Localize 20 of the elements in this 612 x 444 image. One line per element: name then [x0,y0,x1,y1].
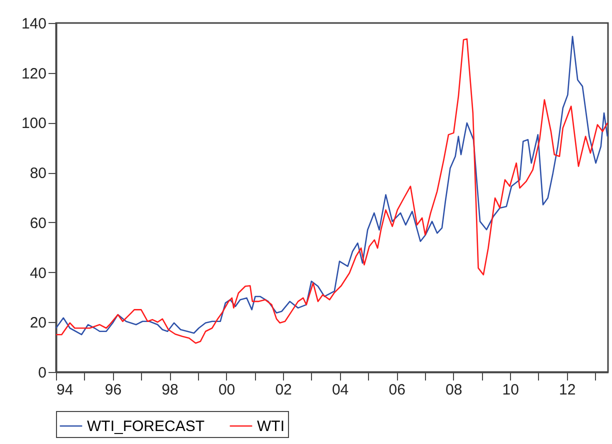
legend-label: WTI [257,418,284,435]
x-tick-label: 00 [218,382,236,398]
x-tick-label: 10 [502,382,519,398]
x-tick-label: 08 [445,382,462,398]
x-tick-label: 04 [332,382,349,398]
y-tick-label: 20 [30,314,46,332]
x-tick-label: 06 [388,382,406,398]
x-tick-label: 12 [559,382,576,398]
y-tick-label: 140 [21,16,46,32]
y-tick-label: 60 [30,214,46,232]
x-tick-label: 94 [56,382,74,398]
y-tick-label: 80 [30,165,46,182]
y-tick-label: 0 [38,364,46,382]
y-tick-label: 40 [30,264,46,282]
y-tick-label: 120 [21,65,46,82]
x-tick-label: 98 [162,382,178,398]
x-tick-label: 96 [104,382,122,398]
y-tick-label: 100 [21,115,46,132]
x-tick-label: 02 [275,382,292,398]
legend-label: WTI_FORECAST [87,418,205,435]
